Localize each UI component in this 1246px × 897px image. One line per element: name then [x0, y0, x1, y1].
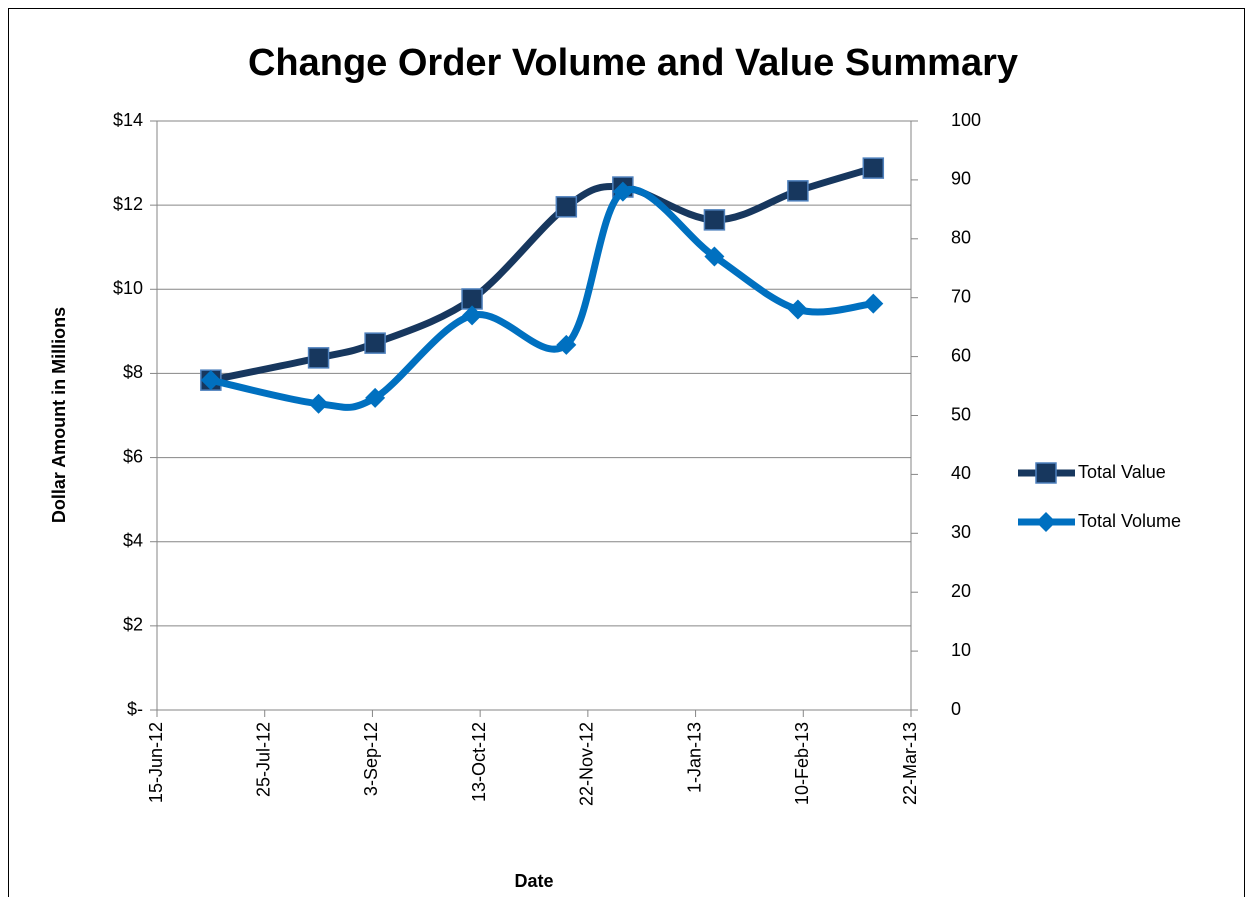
y2-tick-label: 10 [951, 640, 971, 660]
data-point [365, 387, 386, 408]
y-tick-label: $6 [123, 446, 143, 466]
data-point [556, 334, 577, 355]
data-point [863, 293, 884, 314]
data-point [462, 305, 483, 326]
data-point [612, 181, 633, 202]
legend-marker [1035, 462, 1057, 484]
legend-label: Total Value [1078, 462, 1166, 482]
y-tick-label: $8 [123, 362, 143, 382]
y-tick-label: $14 [113, 110, 143, 130]
x-axis-title: Date [514, 871, 553, 891]
y2-tick-label: 40 [951, 463, 971, 483]
data-point [862, 157, 885, 179]
data-point [555, 196, 578, 218]
y-tick-label: $12 [113, 194, 143, 214]
y-axis-title: Dollar Amount in Millions [49, 307, 69, 523]
y-tick-label: $10 [113, 278, 143, 298]
legend-label: Total Volume [1078, 511, 1181, 531]
y2-tick-label: 60 [951, 345, 971, 365]
y-tick-label: $4 [123, 530, 143, 550]
data-point [364, 332, 386, 354]
y-tick-label: $- [127, 699, 143, 719]
data-point [703, 209, 726, 231]
x-tick-label: 3-Sep-12 [361, 722, 381, 796]
x-tick-label: 25-Jul-12 [253, 722, 273, 797]
chart-border [8, 8, 1245, 897]
x-tick-label: 15-Jun-12 [146, 722, 166, 803]
y2-tick-label: 80 [951, 228, 971, 248]
x-tick-label: 13-Oct-12 [469, 722, 489, 802]
data-point [200, 370, 221, 391]
y2-tick-label: 50 [951, 404, 971, 424]
chart-title: Change Order Volume and Value Summary [248, 42, 1018, 84]
data-point [704, 246, 725, 267]
y2-tick-label: 90 [951, 169, 971, 189]
y2-tick-label: 0 [951, 699, 961, 719]
x-tick-label: 22-Mar-13 [900, 722, 920, 805]
y2-tick-label: 20 [951, 581, 971, 601]
data-point [307, 347, 330, 369]
data-point [308, 393, 329, 414]
y2-tick-label: 30 [951, 522, 971, 542]
y2-tick-label: 70 [951, 286, 971, 306]
legend-marker [1036, 512, 1056, 532]
y-tick-label: $2 [123, 615, 143, 635]
x-tick-label: 10-Feb-13 [792, 722, 812, 805]
y2-tick-label: 100 [951, 110, 981, 130]
x-tick-label: 22-Nov-12 [577, 722, 597, 806]
data-point [787, 180, 809, 202]
x-tick-label: 1-Jan-13 [684, 722, 704, 793]
data-point [787, 299, 808, 320]
